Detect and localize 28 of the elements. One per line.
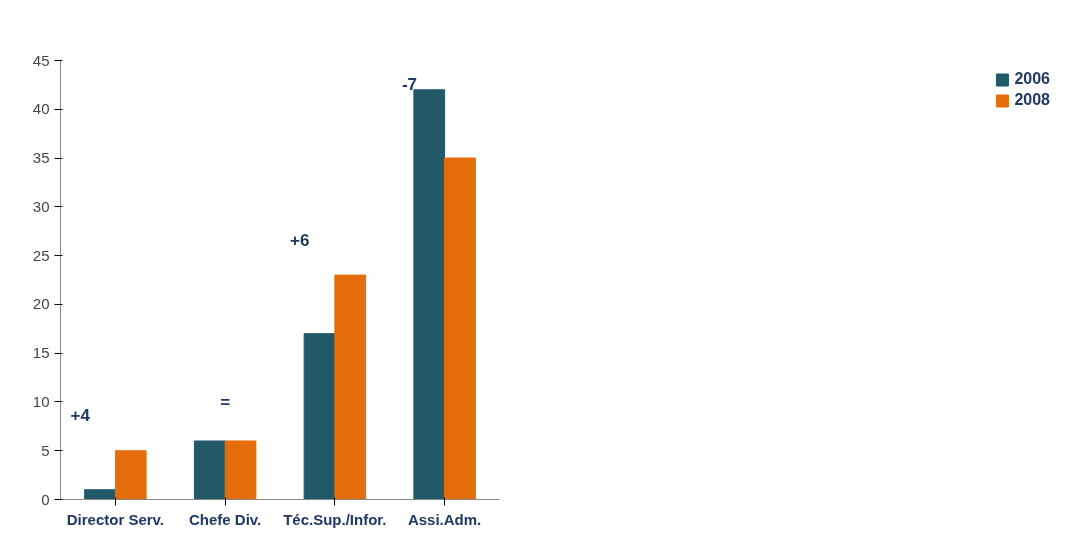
y-tick-label: 40 (32, 100, 50, 118)
legend-label: 2008 (1014, 91, 1050, 109)
bar (334, 274, 367, 500)
x-tick-label: Assi.Adm. (407, 510, 482, 528)
bar (84, 489, 116, 500)
y-tick-label: 25 (32, 246, 50, 264)
bar (224, 440, 257, 500)
bar (413, 89, 446, 500)
y-tick-label: 20 (32, 295, 50, 313)
y-tick-label: 30 (32, 197, 50, 215)
annotation: = (220, 392, 231, 412)
y-tick-label: 35 (32, 149, 50, 167)
y-tick-label: 5 (41, 441, 50, 459)
annotation: +4 (70, 406, 91, 426)
y-tick-label: 10 (32, 392, 50, 410)
x-tick-label: Chefe Div. (189, 510, 262, 528)
annotation: -7 (401, 74, 418, 94)
bar (444, 157, 476, 500)
bar (193, 440, 226, 500)
y-tick-label: 45 (32, 51, 50, 69)
y-tick-label: 15 (32, 344, 50, 362)
bar (303, 333, 336, 500)
y-tick-label: 0 (41, 490, 50, 508)
x-tick-label: Director Serv. (66, 510, 165, 528)
annotation: +6 (290, 230, 310, 250)
x-tick-label: Téc.Sup./Infor. (283, 510, 387, 528)
legend-label: 2006 (1014, 70, 1050, 88)
bar (114, 450, 147, 500)
